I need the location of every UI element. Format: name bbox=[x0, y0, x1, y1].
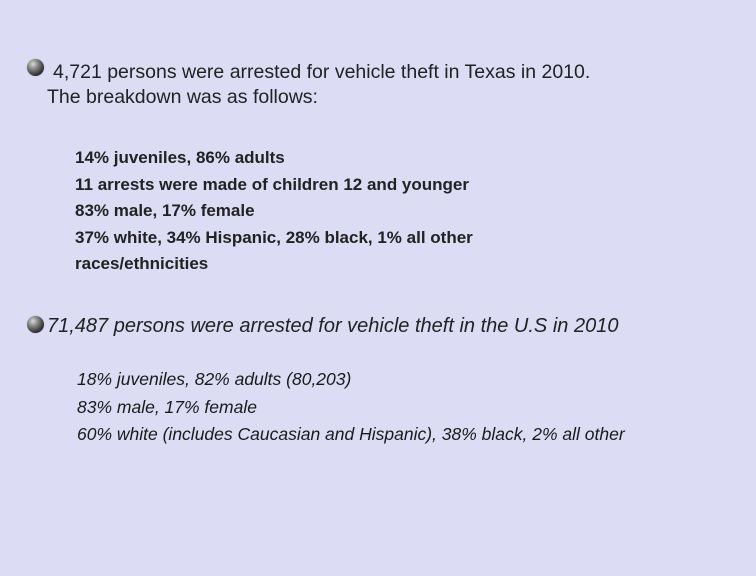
list-item: 18% juveniles, 82% adults (80,203) bbox=[77, 369, 352, 389]
list-item: races/ethnicities bbox=[75, 254, 209, 273]
us-arrests-heading: 71,487 persons were arrested for vehicle… bbox=[47, 315, 619, 337]
list-item: 11 arrests were made of children 12 and … bbox=[75, 174, 469, 194]
texas-arrests-heading-cont: The breakdown was as follows: bbox=[47, 86, 318, 108]
texas-breakdown-list: 14% juveniles, 86% adults 11 arrests wer… bbox=[75, 145, 473, 278]
list-item: 83% male, 17% female bbox=[75, 201, 255, 220]
list-item: 60% white (includes Caucasian and Hispan… bbox=[77, 424, 625, 444]
list-item: 37% white, 34% Hispanic, 28% black, 1% a… bbox=[75, 227, 473, 247]
list-item: 14% juveniles, 86% adults bbox=[75, 148, 285, 167]
sphere-bullet-icon bbox=[27, 316, 44, 333]
texas-arrests-heading: 4,721 persons were arrested for vehicle … bbox=[53, 61, 591, 83]
us-breakdown-list: 18% juveniles, 82% adults (80,203) 83% m… bbox=[77, 366, 625, 449]
list-item: 83% male, 17% female bbox=[77, 396, 257, 417]
sphere-bullet-icon bbox=[27, 59, 44, 76]
